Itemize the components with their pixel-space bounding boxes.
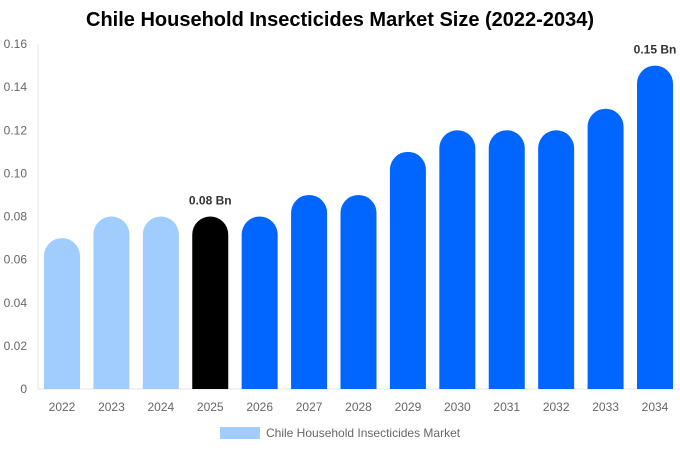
data-label: 0.15 Bn [634, 43, 677, 57]
x-tick-label: 2024 [147, 400, 174, 414]
bar [637, 65, 673, 389]
legend: Chile Household Insecticides Market [220, 426, 460, 440]
chart-title: Chile Household Insecticides Market Size… [86, 9, 594, 31]
y-tick-label: 0.12 [4, 123, 28, 137]
bar [439, 130, 476, 390]
bar [488, 130, 525, 390]
y-tick-label: 0.16 [4, 37, 28, 51]
x-tick-label: 2033 [592, 400, 619, 414]
x-tick-label: 2022 [49, 400, 76, 414]
x-tick-label: 2032 [543, 400, 570, 414]
x-tick-label: 2028 [345, 400, 372, 414]
bar [142, 216, 179, 389]
data-label: 0.08 Bn [189, 194, 232, 208]
y-tick-label: 0.10 [4, 166, 28, 180]
legend-swatch [220, 427, 260, 439]
y-tick-label: 0.04 [4, 296, 28, 310]
bar [44, 238, 80, 389]
bar [389, 151, 426, 389]
x-tick-label: 2027 [296, 400, 323, 414]
y-tick-label: 0.06 [4, 253, 28, 267]
bar [93, 216, 130, 389]
legend-label: Chile Household Insecticides Market [266, 426, 461, 440]
y-tick-label: 0.02 [4, 339, 28, 353]
y-tick-label: 0.14 [4, 80, 28, 94]
bar [538, 130, 575, 390]
x-tick-label: 2034 [642, 400, 669, 414]
y-tick-label: 0.08 [4, 210, 28, 224]
y-tick-label: 0 [20, 382, 27, 396]
x-tick-label: 2025 [197, 400, 224, 414]
bar [241, 216, 278, 389]
bar [340, 194, 377, 389]
bar [291, 194, 328, 389]
x-tick-label: 2030 [444, 400, 471, 414]
x-tick-label: 2026 [246, 400, 273, 414]
x-tick-label: 2029 [395, 400, 422, 414]
x-tick-label: 2031 [493, 400, 520, 414]
bar [192, 216, 229, 389]
bar [587, 108, 624, 389]
x-tick-label: 2023 [98, 400, 125, 414]
